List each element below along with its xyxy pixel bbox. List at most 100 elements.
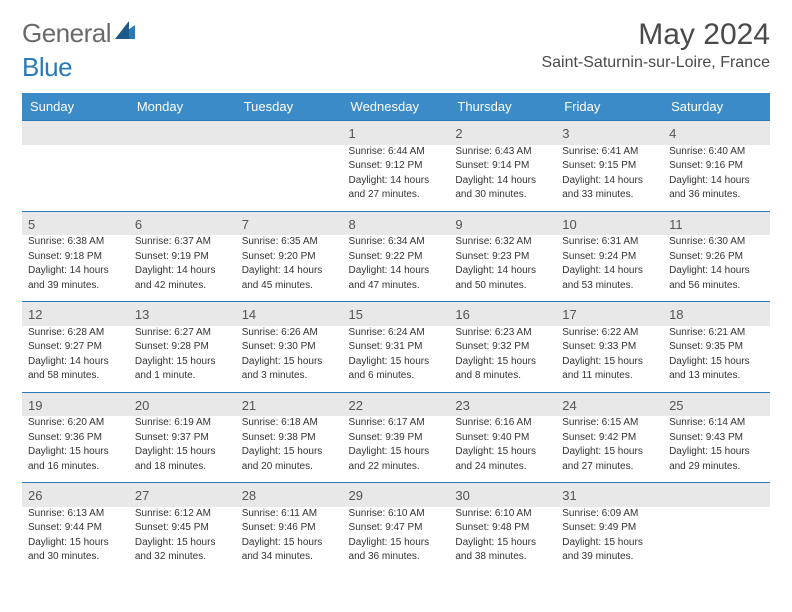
location-label: Saint-Saturnin-sur-Loire, France: [541, 54, 770, 72]
day-number: 5: [22, 212, 129, 236]
day-number: 20: [129, 393, 236, 417]
day-content: Sunrise: 6:22 AMSunset: 9:33 PMDaylight:…: [556, 326, 663, 392]
day-line: Daylight: 14 hours: [669, 174, 764, 188]
day-content: Sunrise: 6:26 AMSunset: 9:30 PMDaylight:…: [236, 326, 343, 392]
day-line: Sunrise: 6:41 AM: [562, 145, 657, 159]
day-line: Sunset: 9:43 PM: [669, 431, 764, 445]
day-line: Daylight: 14 hours: [562, 264, 657, 278]
calendar-day-cell: 31Sunrise: 6:09 AMSunset: 9:49 PMDayligh…: [556, 483, 663, 573]
day-line: Sunrise: 6:23 AM: [455, 326, 550, 340]
day-line: Sunset: 9:39 PM: [349, 431, 444, 445]
calendar-day-cell: 20Sunrise: 6:19 AMSunset: 9:37 PMDayligh…: [129, 392, 236, 483]
calendar-day-cell: 3Sunrise: 6:41 AMSunset: 9:15 PMDaylight…: [556, 121, 663, 212]
day-number: 7: [236, 212, 343, 236]
day-line: Sunset: 9:14 PM: [455, 159, 550, 173]
day-content: Sunrise: 6:44 AMSunset: 9:12 PMDaylight:…: [343, 145, 450, 211]
day-line: Sunset: 9:30 PM: [242, 340, 337, 354]
day-line: Daylight: 14 hours: [135, 264, 230, 278]
calendar-day-cell: 23Sunrise: 6:16 AMSunset: 9:40 PMDayligh…: [449, 392, 556, 483]
day-content: Sunrise: 6:13 AMSunset: 9:44 PMDaylight:…: [22, 507, 129, 573]
day-header: Monday: [129, 93, 236, 121]
day-line: and 38 minutes.: [455, 550, 550, 564]
calendar-week-row: 26Sunrise: 6:13 AMSunset: 9:44 PMDayligh…: [22, 483, 770, 573]
day-line: Sunrise: 6:28 AM: [28, 326, 123, 340]
day-line: Daylight: 15 hours: [242, 445, 337, 459]
day-header: Tuesday: [236, 93, 343, 121]
calendar-day-cell: 26Sunrise: 6:13 AMSunset: 9:44 PMDayligh…: [22, 483, 129, 573]
calendar-day-cell: [129, 121, 236, 212]
day-line: Daylight: 15 hours: [349, 355, 444, 369]
day-line: Daylight: 15 hours: [455, 536, 550, 550]
day-content: Sunrise: 6:09 AMSunset: 9:49 PMDaylight:…: [556, 507, 663, 573]
day-line: Daylight: 15 hours: [28, 445, 123, 459]
day-content: Sunrise: 6:15 AMSunset: 9:42 PMDaylight:…: [556, 416, 663, 482]
day-number: 2: [449, 121, 556, 145]
day-header: Thursday: [449, 93, 556, 121]
calendar-day-cell: 16Sunrise: 6:23 AMSunset: 9:32 PMDayligh…: [449, 302, 556, 393]
day-line: Daylight: 15 hours: [242, 355, 337, 369]
calendar-day-cell: [236, 121, 343, 212]
day-line: and 36 minutes.: [349, 550, 444, 564]
day-content: Sunrise: 6:19 AMSunset: 9:37 PMDaylight:…: [129, 416, 236, 482]
day-number: 3: [556, 121, 663, 145]
day-number: 28: [236, 483, 343, 507]
day-content: Sunrise: 6:40 AMSunset: 9:16 PMDaylight:…: [663, 145, 770, 211]
calendar-day-cell: 8Sunrise: 6:34 AMSunset: 9:22 PMDaylight…: [343, 211, 450, 302]
day-content: Sunrise: 6:31 AMSunset: 9:24 PMDaylight:…: [556, 235, 663, 301]
day-line: Sunset: 9:48 PM: [455, 521, 550, 535]
day-line: Sunset: 9:15 PM: [562, 159, 657, 173]
day-line: and 30 minutes.: [28, 550, 123, 564]
calendar-day-cell: 15Sunrise: 6:24 AMSunset: 9:31 PMDayligh…: [343, 302, 450, 393]
day-line: Daylight: 14 hours: [349, 264, 444, 278]
calendar-day-cell: 6Sunrise: 6:37 AMSunset: 9:19 PMDaylight…: [129, 211, 236, 302]
day-line: Sunrise: 6:31 AM: [562, 235, 657, 249]
day-line: and 29 minutes.: [669, 460, 764, 474]
calendar-day-cell: 12Sunrise: 6:28 AMSunset: 9:27 PMDayligh…: [22, 302, 129, 393]
day-line: Sunset: 9:16 PM: [669, 159, 764, 173]
calendar-day-cell: 1Sunrise: 6:44 AMSunset: 9:12 PMDaylight…: [343, 121, 450, 212]
day-line: and 47 minutes.: [349, 279, 444, 293]
day-line: Sunrise: 6:27 AM: [135, 326, 230, 340]
day-number: 19: [22, 393, 129, 417]
day-line: and 36 minutes.: [669, 188, 764, 202]
day-line: and 16 minutes.: [28, 460, 123, 474]
day-header: Sunday: [22, 93, 129, 121]
day-line: Sunset: 9:33 PM: [562, 340, 657, 354]
calendar-table: SundayMondayTuesdayWednesdayThursdayFrid…: [22, 93, 770, 573]
logo-text-blue: Blue: [22, 52, 72, 83]
day-line: Sunrise: 6:20 AM: [28, 416, 123, 430]
calendar-week-row: 19Sunrise: 6:20 AMSunset: 9:36 PMDayligh…: [22, 392, 770, 483]
day-line: Sunrise: 6:18 AM: [242, 416, 337, 430]
calendar-day-cell: [22, 121, 129, 212]
calendar-body: 1Sunrise: 6:44 AMSunset: 9:12 PMDaylight…: [22, 121, 770, 573]
day-header: Wednesday: [343, 93, 450, 121]
day-content: Sunrise: 6:12 AMSunset: 9:45 PMDaylight:…: [129, 507, 236, 573]
calendar-day-cell: 2Sunrise: 6:43 AMSunset: 9:14 PMDaylight…: [449, 121, 556, 212]
day-line: Daylight: 15 hours: [669, 445, 764, 459]
day-line: and 13 minutes.: [669, 369, 764, 383]
day-line: Sunset: 9:38 PM: [242, 431, 337, 445]
calendar-day-cell: 28Sunrise: 6:11 AMSunset: 9:46 PMDayligh…: [236, 483, 343, 573]
day-content: Sunrise: 6:34 AMSunset: 9:22 PMDaylight:…: [343, 235, 450, 301]
calendar-day-cell: 17Sunrise: 6:22 AMSunset: 9:33 PMDayligh…: [556, 302, 663, 393]
calendar-day-cell: 29Sunrise: 6:10 AMSunset: 9:47 PMDayligh…: [343, 483, 450, 573]
day-line: Sunset: 9:49 PM: [562, 521, 657, 535]
day-line: and 50 minutes.: [455, 279, 550, 293]
day-line: Sunrise: 6:10 AM: [455, 507, 550, 521]
day-line: Sunrise: 6:16 AM: [455, 416, 550, 430]
day-line: and 11 minutes.: [562, 369, 657, 383]
day-line: Sunset: 9:22 PM: [349, 250, 444, 264]
day-number: 30: [449, 483, 556, 507]
day-number: 9: [449, 212, 556, 236]
day-line: and 34 minutes.: [242, 550, 337, 564]
day-line: Daylight: 15 hours: [562, 536, 657, 550]
day-line: and 45 minutes.: [242, 279, 337, 293]
day-line: Sunset: 9:20 PM: [242, 250, 337, 264]
day-line: and 42 minutes.: [135, 279, 230, 293]
day-line: Sunset: 9:26 PM: [669, 250, 764, 264]
day-line: Daylight: 15 hours: [135, 536, 230, 550]
day-line: and 27 minutes.: [349, 188, 444, 202]
day-line: Sunset: 9:37 PM: [135, 431, 230, 445]
day-line: Sunset: 9:27 PM: [28, 340, 123, 354]
day-line: Daylight: 15 hours: [349, 536, 444, 550]
